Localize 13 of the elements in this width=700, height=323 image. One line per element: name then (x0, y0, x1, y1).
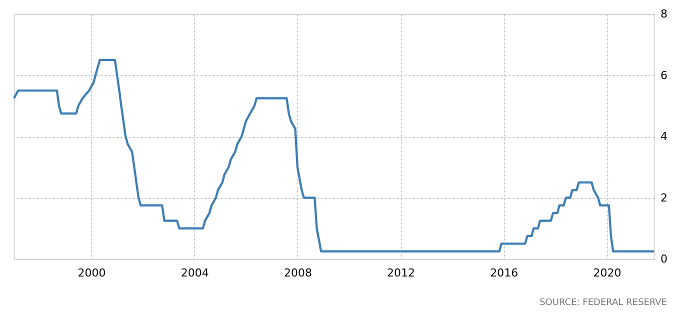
y-tick-label: 6 (660, 68, 668, 82)
y-tick-label: 4 (660, 130, 668, 143)
line-series (12, 58, 656, 252)
y-tick-label: 0 (660, 252, 668, 266)
x-tick-label: 2004 (180, 266, 209, 280)
x-tick-label: 2008 (284, 266, 312, 280)
y-tick-label: 8 (660, 8, 668, 20)
x-tick-label: 2012 (387, 266, 416, 280)
x-tick-label: 2000 (78, 266, 106, 280)
source-note: SOURCE: FEDERAL RESERVE (540, 298, 668, 308)
y-tick-label: 2 (660, 191, 668, 204)
x-tick-label: 2016 (490, 266, 518, 280)
x-tick-label: 2020 (593, 266, 622, 280)
